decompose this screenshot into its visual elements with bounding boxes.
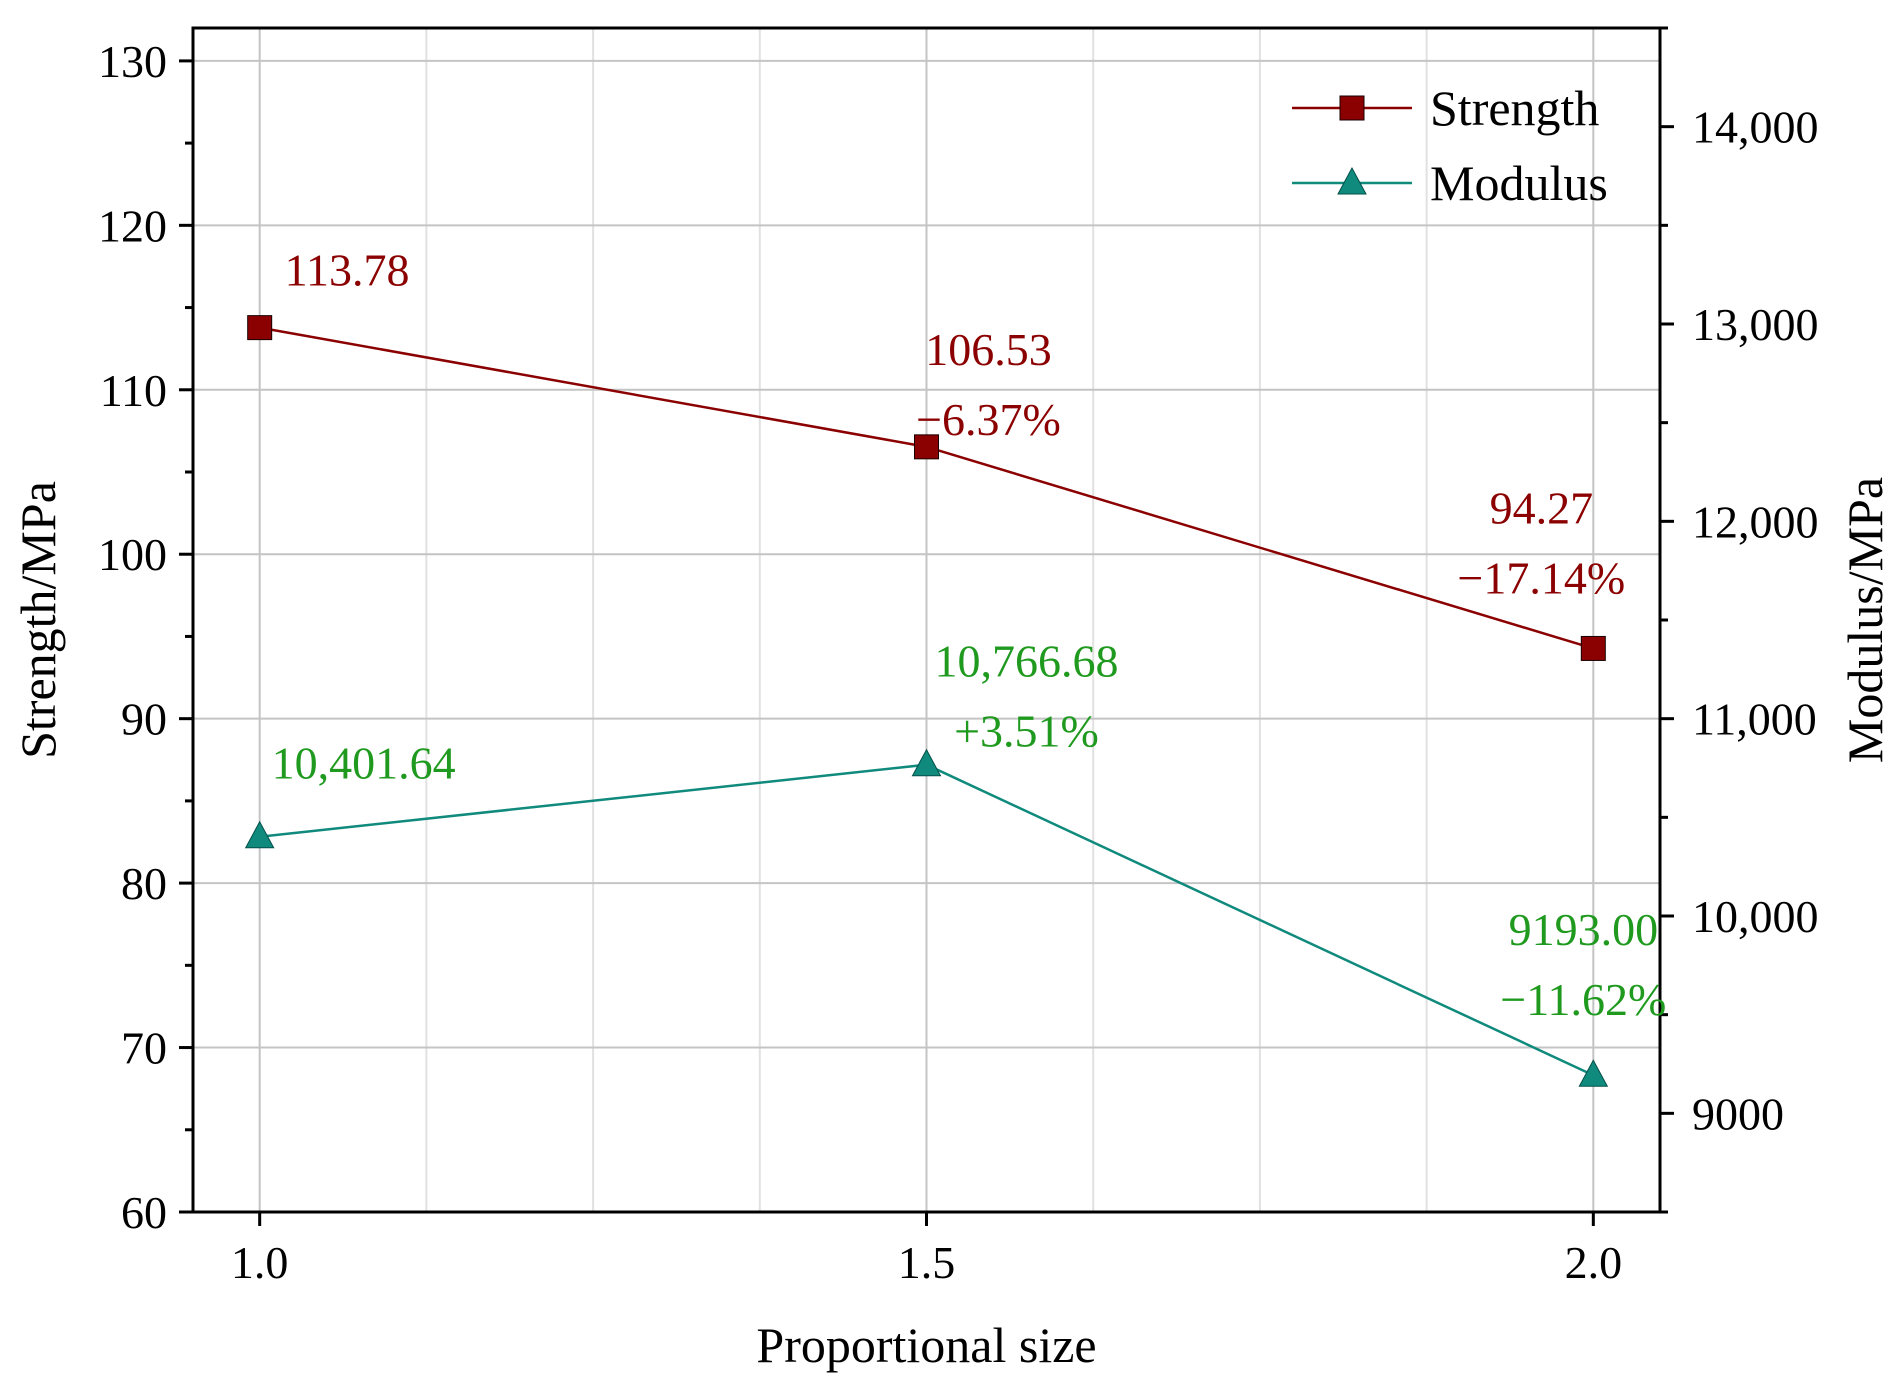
y-right-tick-label: 14,000 [1692,102,1819,153]
legend-modulus-label: Modulus [1430,155,1608,211]
data-labels: 113.78 106.53 −6.37% 94.27 −17.14% 10,401.64 1… [272,245,1667,1026]
legend-strength-label: Strength [1430,80,1599,136]
modulus-data-label: 10,766.68 [935,636,1119,687]
legend: Strength Modulus [1292,80,1608,211]
x-tick-label: 1.0 [231,1237,289,1288]
legend-modulus-marker [1337,166,1367,195]
y-right-tick-label: 11,000 [1692,694,1817,745]
y-left-tick-label: 100 [98,529,167,580]
modulus-data-label: +3.51% [954,706,1099,757]
strength-point [914,434,939,460]
y-right-tick-label: 12,000 [1692,496,1819,547]
y-right-tick-label: 10,000 [1692,891,1819,942]
y-left-tick-label: 130 [98,36,167,87]
series [244,315,1609,1087]
modulus-data-label: −11.62% [1500,974,1666,1025]
modulus-point [911,748,942,777]
y-axis-right-title: Modulus/MPa [1837,477,1893,763]
x-tick-label: 2.0 [1565,1237,1623,1288]
strength-data-label: 106.53 [925,324,1052,375]
y-left-tick-label: 120 [98,200,167,251]
grid [193,28,1660,1212]
strength-point [1580,635,1606,661]
y-left-tick-label: 60 [121,1187,167,1238]
strength-data-label: 94.27 [1490,482,1594,533]
strength-data-label: 113.78 [285,245,410,296]
x-axis-title: Proportional size [756,1317,1096,1373]
y-axis-left-title: Strength/MPa [10,481,66,759]
x-tick-label: 1.5 [898,1237,956,1288]
y-right-tick-label: 9000 [1692,1088,1784,1139]
modulus-data-label: 10,401.64 [272,738,456,789]
modulus-data-label: 9193.00 [1509,904,1659,955]
y-left-tick-label: 70 [121,1023,167,1074]
strength-data-label: −6.37% [916,394,1061,445]
modulus-point [244,820,275,849]
strength-point [247,315,273,341]
legend-strength-marker [1339,95,1365,121]
y-left-tick-label: 110 [100,365,167,416]
y-left-tick-label: 80 [121,858,167,909]
y-left-tick-label: 90 [121,694,167,745]
axes: 1.0 1.5 2.0 60 70 80 90 100 110 120 130 9000 10,000 1… [98,26,1819,1288]
modulus-point [1578,1059,1609,1087]
y-right-tick-label: 13,000 [1692,299,1819,350]
strength-data-label: −17.14% [1457,552,1625,603]
